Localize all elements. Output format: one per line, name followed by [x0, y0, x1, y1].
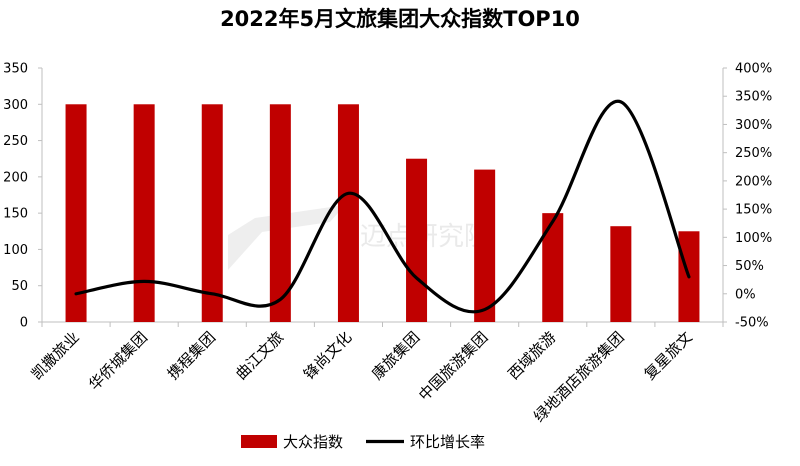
x-category-label: 康旅集团: [368, 328, 423, 383]
y-right-tick-label: 150%: [735, 203, 772, 218]
y-right-tick-label: 50%: [735, 259, 764, 274]
y-right-tick-label: -50%: [735, 316, 769, 331]
y-left-tick-label: 0: [20, 316, 28, 331]
bar-9: [610, 226, 631, 322]
y-right-tick-label: 350%: [735, 90, 772, 105]
bar-3: [202, 104, 223, 322]
x-category-label: 华侨城集团: [85, 328, 151, 394]
y-left-tick-label: 200: [3, 170, 28, 185]
y-right-tick-label: 100%: [735, 231, 772, 246]
x-category-label: 锋尚文化: [300, 328, 355, 383]
legend: 大众指数 环比增长率: [241, 433, 485, 451]
x-category-label: 西域旅游: [504, 328, 559, 383]
bar-8: [542, 213, 563, 322]
bars: [66, 104, 700, 322]
chart-title: 2022年5月文旅集团大众指数TOP10: [220, 7, 580, 31]
y-right-tick-label: 400%: [735, 62, 772, 77]
growth-line-layer: [76, 101, 689, 312]
legend-bar-label: 大众指数: [283, 433, 343, 451]
legend-line-label: 环比增长率: [410, 433, 485, 451]
bar-5: [338, 104, 359, 322]
y-right-tick-label: 250%: [735, 146, 772, 161]
x-category-label: 凯撒旅业: [28, 328, 83, 383]
bar-7: [474, 170, 495, 322]
x-category-label: 复星旅文: [641, 328, 696, 383]
x-category-label: 中国旅游集团: [415, 328, 491, 404]
y-left-tick-label: 300: [3, 98, 28, 113]
y-left-tick-label: 250: [3, 134, 28, 149]
growth-rate-line: [76, 101, 689, 312]
x-category-label: 携程集团: [164, 328, 219, 383]
x-category-label: 曲江文旅: [232, 328, 287, 383]
bar-1: [66, 104, 87, 322]
watermark: 迈点研究院: [228, 205, 490, 270]
y-right-tick-label: 300%: [735, 118, 772, 133]
bar-2: [134, 104, 155, 322]
y-right-tick-label: 0%: [735, 287, 756, 302]
y-right-tick-label: 200%: [735, 174, 772, 189]
legend-bar-swatch: [241, 435, 277, 448]
y-left-tick-label: 150: [3, 207, 28, 222]
y-left-tick-label: 100: [3, 243, 28, 258]
bar-6: [406, 159, 427, 322]
y-left-tick-label: 350: [3, 62, 28, 77]
y-left-tick-label: 50: [11, 279, 28, 294]
